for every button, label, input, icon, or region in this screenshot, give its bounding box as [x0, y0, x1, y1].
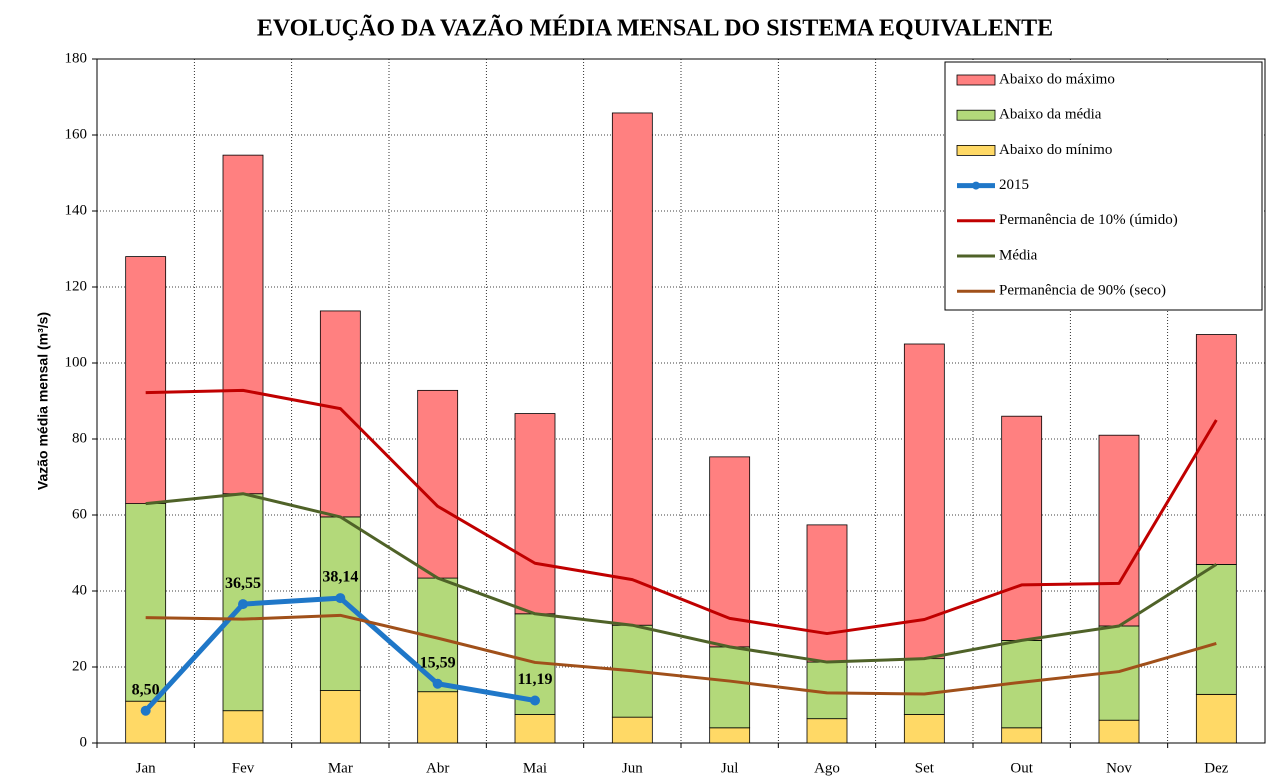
- line: [145, 388, 1218, 636]
- data-label: 36,55: [225, 575, 261, 592]
- legend-box: [944, 61, 1263, 311]
- y-tick-label: 140: [65, 202, 88, 218]
- data-label: 8,50: [132, 681, 160, 698]
- legend-label: Média: [999, 247, 1038, 263]
- line: [145, 613, 1217, 696]
- data-label: 11,19: [517, 671, 552, 688]
- bar-segment: [222, 154, 264, 495]
- bar-segment: [1098, 434, 1140, 627]
- x-tick-label: Out: [1010, 760, 1033, 776]
- y-tick-label: 160: [65, 126, 88, 142]
- bar-segment: [319, 516, 361, 691]
- bar-segment: [806, 718, 848, 744]
- legend-swatch: [956, 74, 996, 86]
- legend-label: Abaixo do mínimo: [999, 142, 1112, 158]
- legend-marker: [972, 181, 980, 190]
- bar-segment: [611, 112, 653, 626]
- bar-segment: [903, 343, 945, 660]
- line-marker: [530, 695, 540, 706]
- y-tick-label: 0: [80, 734, 88, 750]
- data-label: 38,14: [322, 569, 358, 586]
- bar-segment: [709, 727, 751, 744]
- legend-label: Permanência de 90% (seco): [999, 283, 1166, 299]
- y-tick-label: 20: [72, 658, 87, 674]
- y-tick-label: 40: [72, 582, 87, 598]
- x-tick-label: Mar: [328, 760, 353, 776]
- bar-segment: [417, 691, 459, 744]
- line-marker: [335, 593, 346, 604]
- bar-segment: [709, 646, 751, 729]
- x-tick-label: Mai: [523, 760, 547, 776]
- y-tick-label: 80: [72, 430, 87, 446]
- legend-label: Abaixo do máximo: [999, 71, 1115, 87]
- bar-segment: [903, 714, 945, 744]
- bar-segment: [319, 690, 361, 744]
- y-tick-label: 60: [72, 506, 87, 522]
- bar-segment: [514, 714, 556, 744]
- x-tick-label: Set: [915, 760, 935, 776]
- x-tick-label: Fev: [232, 760, 255, 776]
- bar-segment: [1195, 693, 1237, 744]
- bar-segment: [514, 413, 556, 615]
- legend-swatch: [956, 109, 996, 121]
- y-tick-label: 120: [65, 278, 88, 294]
- y-axis-label: Vazão média mensal (m³/s): [35, 312, 51, 490]
- bar-segment: [1001, 727, 1043, 744]
- bar-segment: [903, 658, 945, 715]
- legend-label: Permanência de 10% (úmido): [999, 212, 1178, 228]
- x-tick-label: Jun: [622, 760, 643, 776]
- x-tick-label: Dez: [1204, 760, 1228, 776]
- legend-label: 2015: [999, 177, 1029, 193]
- bar-segment: [125, 503, 167, 702]
- x-tick-label: Jan: [136, 760, 156, 776]
- legend-label: Abaixo da média: [999, 107, 1102, 123]
- bar-segment: [611, 716, 653, 744]
- bar-segment: [1098, 719, 1140, 744]
- bar-segment: [1195, 334, 1237, 565]
- bar-segment: [417, 389, 459, 579]
- line-marker: [432, 678, 443, 689]
- y-tick-label: 100: [65, 354, 88, 370]
- bar-segment: [319, 310, 361, 518]
- bar-segment: [222, 710, 264, 744]
- bar-segment: [1001, 415, 1043, 641]
- data-label: 15,59: [420, 654, 456, 671]
- chart-title: EVOLUÇÃO DA VAZÃO MÉDIA MENSAL DO SISTEM…: [257, 16, 1053, 42]
- x-tick-label: Nov: [1106, 760, 1132, 776]
- line-marker: [140, 705, 151, 716]
- bar-segment: [806, 524, 848, 663]
- y-tick-label: 180: [65, 50, 88, 66]
- x-tick-label: Jul: [721, 760, 739, 776]
- x-tick-label: Ago: [814, 760, 840, 776]
- line-marker: [238, 599, 248, 610]
- legend-swatch: [956, 144, 996, 156]
- bar-segment: [1195, 564, 1237, 695]
- x-tick-label: Abr: [426, 760, 449, 776]
- bar-segment: [125, 256, 167, 505]
- line: [145, 492, 1218, 664]
